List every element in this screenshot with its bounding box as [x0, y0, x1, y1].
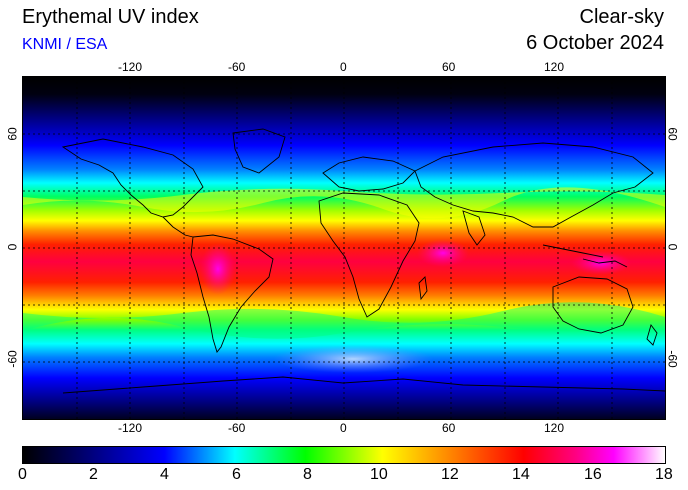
- lon-tick-top: 0: [340, 60, 347, 74]
- colorbar-label: 0: [18, 466, 27, 483]
- colorbar-label: 12: [441, 466, 459, 483]
- lat-tick-left: 60: [5, 127, 20, 141]
- lat-tick-left: 0: [5, 243, 20, 251]
- lat-tick-left: -60: [5, 350, 20, 368]
- uv-colorbar: [22, 446, 666, 464]
- lon-tick-top: 60: [442, 60, 456, 74]
- colorbar-gradient: [23, 447, 665, 463]
- lat-tick-right: 60: [665, 127, 680, 141]
- lon-tick-top: -60: [228, 60, 246, 74]
- lat-tick-right: 0: [665, 243, 680, 251]
- colorbar-label: 10: [370, 466, 388, 483]
- map-title: Erythemal UV index: [22, 6, 199, 28]
- lon-tick-bottom: -120: [118, 421, 143, 435]
- lon-tick-bottom: 120: [544, 421, 565, 435]
- colorbar-label: 14: [512, 466, 530, 483]
- lon-tick-top: -120: [118, 60, 143, 74]
- date-label: 6 October 2024: [526, 32, 664, 54]
- uv-map: [22, 76, 666, 420]
- lon-tick-bottom: 60: [442, 421, 456, 435]
- colorbar-label: 16: [584, 466, 602, 483]
- lon-tick-top: 120: [544, 60, 565, 74]
- lon-tick-bottom: -60: [228, 421, 246, 435]
- colorbar-label: 4: [160, 466, 169, 483]
- colorbar-label: 18: [655, 466, 673, 483]
- uv-map-graphic: [23, 77, 665, 419]
- colorbar-label: 2: [89, 466, 98, 483]
- credit-label: KNMI / ESA: [22, 36, 108, 53]
- colorbar-label: 6: [232, 466, 241, 483]
- lon-tick-bottom: 0: [340, 421, 347, 435]
- lat-tick-right: -60: [665, 350, 680, 368]
- colorbar-label: 8: [303, 466, 312, 483]
- product-label: Clear-sky: [579, 6, 664, 28]
